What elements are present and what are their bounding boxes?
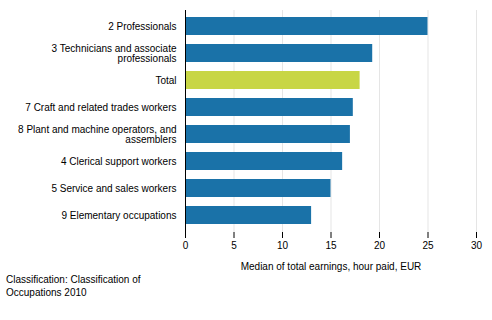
svg-text:5 Service and sales workers: 5 Service and sales workers [51, 183, 176, 194]
svg-text:25: 25 [422, 240, 434, 251]
svg-text:5: 5 [231, 240, 237, 251]
svg-text:10: 10 [277, 240, 289, 251]
svg-text:15: 15 [325, 240, 337, 251]
svg-text:Median of total earnings, hour: Median of total earnings, hour paid, EUR [241, 261, 422, 272]
svg-text:Total: Total [155, 75, 176, 86]
svg-text:7 Craft and related trades wor: 7 Craft and related trades workers [25, 102, 176, 113]
svg-text:4 Clerical support workers: 4 Clerical support workers [61, 156, 177, 167]
svg-text:2 Professionals: 2 Professionals [108, 21, 176, 32]
svg-text:8 Plant and machine operators,: 8 Plant and machine operators, andassemb… [18, 124, 176, 145]
svg-text:20: 20 [374, 240, 386, 251]
svg-text:9 Elementary occupations: 9 Elementary occupations [61, 210, 176, 221]
svg-text:0: 0 [183, 240, 189, 251]
svg-text:30: 30 [471, 240, 483, 251]
svg-text:3 Technicians and associatepro: 3 Technicians and associateprofessionals [52, 43, 177, 64]
html-text:Classification: Classification: Classification: Classification of Occupa… [6, 274, 141, 298]
